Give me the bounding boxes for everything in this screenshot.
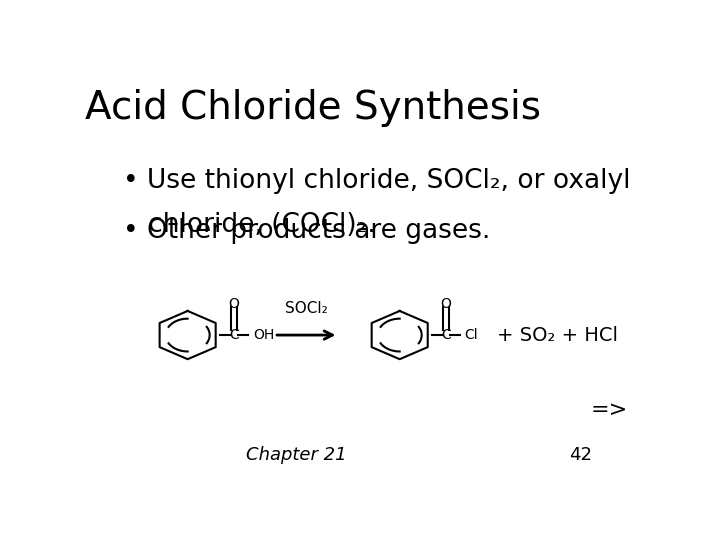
Text: =>: => [590, 400, 628, 420]
Text: SOCl₂: SOCl₂ [285, 301, 328, 316]
Text: • Other products are gases.: • Other products are gases. [124, 218, 491, 244]
Text: O: O [228, 297, 240, 311]
Text: Chapter 21: Chapter 21 [246, 446, 347, 464]
Text: 42: 42 [570, 446, 593, 464]
Text: O: O [441, 297, 451, 311]
Text: C: C [229, 328, 239, 342]
Text: OH: OH [253, 328, 275, 342]
Text: + SO₂ + HCl: + SO₂ + HCl [498, 326, 618, 345]
Text: chloride, (COCl)₂.: chloride, (COCl)₂. [124, 212, 377, 238]
Text: Acid Chloride Synthesis: Acid Chloride Synthesis [85, 90, 541, 127]
Text: C: C [441, 328, 451, 342]
Text: Cl: Cl [464, 328, 478, 342]
Text: • Use thionyl chloride, SOCl₂, or oxalyl: • Use thionyl chloride, SOCl₂, or oxalyl [124, 168, 631, 194]
